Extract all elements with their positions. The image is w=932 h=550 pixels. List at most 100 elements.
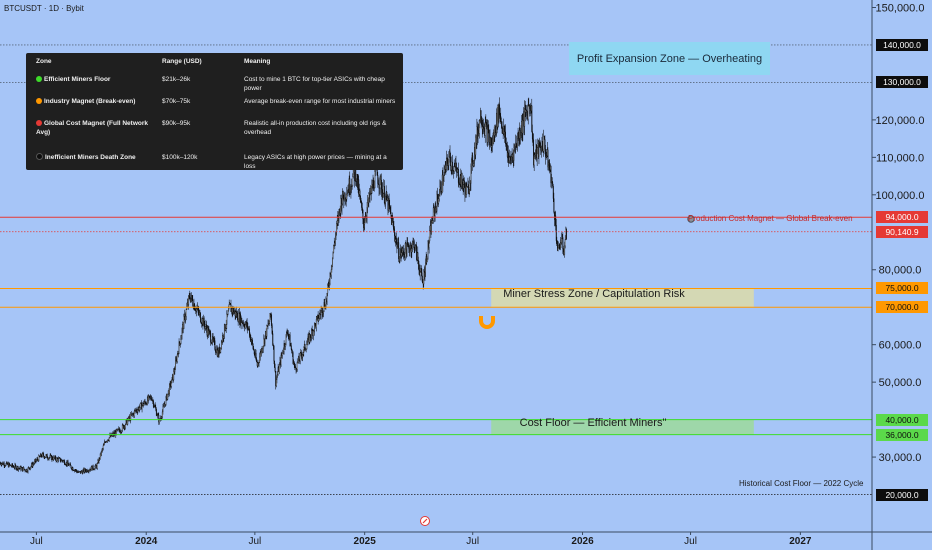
legend-row-zone: Efficient Miners Floor <box>36 75 156 84</box>
candle-body <box>314 323 315 332</box>
candle-body <box>418 263 420 271</box>
candle-body <box>183 315 185 330</box>
cost-floor-label: Cost Floor — Efficient Miners" <box>519 417 667 429</box>
candle-body <box>34 460 36 464</box>
candle-body <box>60 460 62 462</box>
candle-body <box>27 467 29 472</box>
candle-body <box>398 242 400 260</box>
candle-body <box>536 147 538 159</box>
candle-body <box>396 238 398 249</box>
candle-body <box>102 445 104 449</box>
price-level-tag: 130,000.0 <box>876 76 928 89</box>
candle-body <box>227 310 229 316</box>
price-level-tag: 140,000.0 <box>876 38 928 51</box>
candle-body <box>431 220 432 235</box>
candle-body <box>289 334 291 347</box>
candle-body <box>302 352 304 355</box>
candle-body <box>454 166 456 168</box>
price-tick-label: 150,000.0 <box>876 2 925 14</box>
candle-body <box>527 106 529 120</box>
candle-body <box>539 141 541 148</box>
candle-body <box>306 344 308 350</box>
candle-body <box>88 470 90 472</box>
red-dot-icon <box>36 120 42 126</box>
candle-body <box>350 185 352 192</box>
candle-body <box>360 195 361 202</box>
candle-body <box>562 237 564 250</box>
candle-body <box>252 343 254 349</box>
candle-body <box>80 470 82 474</box>
candle-body <box>361 207 363 211</box>
candle-body <box>408 244 410 250</box>
candle-body <box>499 114 501 117</box>
candle-body <box>294 364 296 367</box>
candle-body <box>379 175 381 189</box>
candle-body <box>118 428 120 431</box>
price-level-tag: 40,000.0 <box>876 413 928 426</box>
candle-body <box>493 132 495 144</box>
candle-body <box>158 414 160 423</box>
candle-body <box>450 157 452 167</box>
candle-body <box>76 470 78 473</box>
candle-body <box>414 245 416 250</box>
candle-body <box>533 139 535 166</box>
candle-body <box>520 135 521 139</box>
candle-body <box>369 193 371 199</box>
candle-body <box>312 330 314 337</box>
candle-body <box>49 457 50 459</box>
candle-body <box>438 195 440 199</box>
candle-body <box>394 228 395 236</box>
candle-body <box>555 215 557 226</box>
candle-body <box>47 457 49 459</box>
candle-body <box>545 148 546 158</box>
candle-body <box>445 157 447 171</box>
candle-body <box>438 198 440 204</box>
candle-body <box>334 242 336 245</box>
candle-body <box>306 341 308 345</box>
candle-body <box>513 147 515 161</box>
candle-body <box>556 240 558 242</box>
candle-body <box>64 460 65 465</box>
candle-body <box>9 463 10 466</box>
candle-body <box>487 126 489 143</box>
candle-body <box>237 312 238 321</box>
candle-body <box>215 349 216 352</box>
candle-body <box>373 187 375 189</box>
candle-body <box>229 303 231 305</box>
candle-body <box>543 136 545 140</box>
candle-body <box>200 321 202 324</box>
candle-body <box>154 405 156 408</box>
candle-body <box>33 463 35 465</box>
candle-body <box>466 186 468 195</box>
candle-body <box>457 169 459 183</box>
candle-body <box>315 319 317 328</box>
candle-body <box>547 149 549 168</box>
candle-body <box>557 247 559 251</box>
candle-body <box>115 429 117 436</box>
candle-body <box>415 245 417 247</box>
candle-body <box>401 252 403 256</box>
candle-body <box>281 352 283 356</box>
candle-body <box>405 242 407 250</box>
candle-body <box>490 137 492 148</box>
candle-body <box>16 468 18 470</box>
candle-body <box>277 374 278 378</box>
candle-body <box>178 341 180 355</box>
candle-body <box>470 166 472 184</box>
candle-body <box>152 400 154 407</box>
candle-body <box>247 322 249 329</box>
gear-icon <box>687 215 695 223</box>
candle-body <box>139 403 141 408</box>
price-tick-label: 30,000.0 <box>879 452 922 464</box>
candle-body <box>481 122 483 126</box>
legend-header-zone: Zone <box>36 58 52 65</box>
candle-body <box>6 462 8 465</box>
candle-body <box>144 401 146 403</box>
candle-body <box>311 329 313 338</box>
candle-body <box>506 144 508 157</box>
candle-body <box>148 395 150 401</box>
candle-body <box>262 345 264 350</box>
price-tick-label: 100,000.0 <box>876 190 925 202</box>
candle-body <box>413 241 415 251</box>
